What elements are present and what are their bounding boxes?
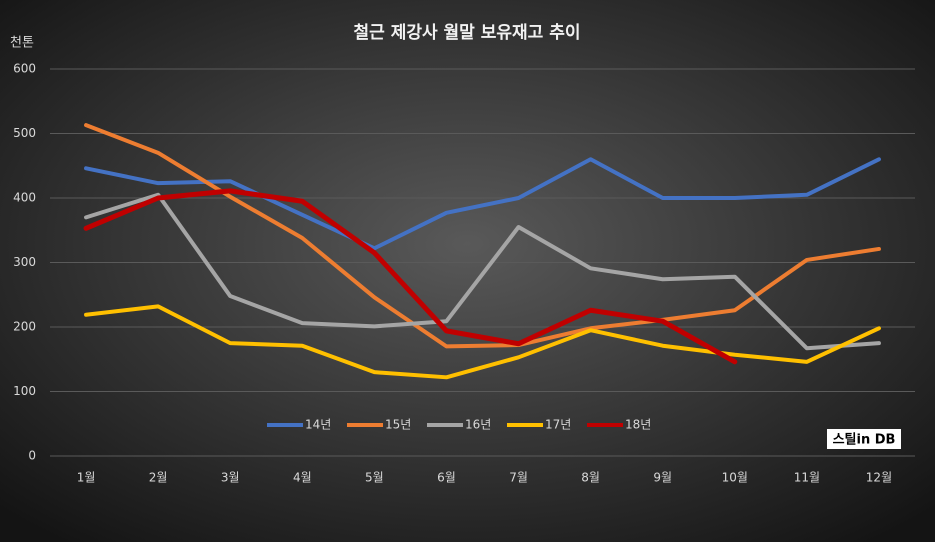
y-unit: 천톤 (10, 36, 34, 51)
x-tick-label: 4월 (293, 471, 312, 485)
x-tick-label: 2월 (149, 471, 168, 485)
legend-label: 15년 (385, 418, 411, 432)
series-line (84, 157, 881, 251)
x-tick-label: 9월 (653, 471, 672, 485)
y-tick-label: 300 (13, 255, 36, 269)
x-tick-label: 8월 (581, 471, 600, 485)
chart-title: 철근 제강사 월말 보유재고 추이 (354, 22, 581, 43)
y-tick-label: 500 (13, 126, 36, 140)
legend-label: 18년 (625, 418, 651, 432)
y-tick-label: 0 (28, 449, 36, 463)
series-line (84, 123, 881, 349)
legend-label: 16년 (465, 418, 491, 432)
x-tick-label: 6월 (437, 471, 456, 485)
series-line (84, 304, 881, 380)
y-tick-label: 100 (13, 384, 36, 398)
x-tick-label: 11월 (794, 471, 820, 485)
series-line (83, 188, 738, 365)
y-tick-label: 200 (13, 320, 36, 334)
x-tick-label: 3월 (221, 471, 240, 485)
legend-label: 14년 (305, 418, 331, 432)
logo-box (827, 429, 901, 449)
x-tick-label: 12월 (866, 471, 892, 485)
x-tick-label: 5월 (365, 471, 384, 485)
y-tick-label: 600 (13, 62, 36, 76)
legend-label: 17년 (545, 418, 571, 432)
series-line (84, 192, 881, 351)
x-tick-label: 7월 (509, 471, 528, 485)
y-tick-label: 400 (13, 191, 36, 205)
x-tick-label: 10월 (722, 471, 748, 485)
logo: 스틸in DB (833, 433, 896, 448)
x-tick-label: 1월 (77, 471, 96, 485)
